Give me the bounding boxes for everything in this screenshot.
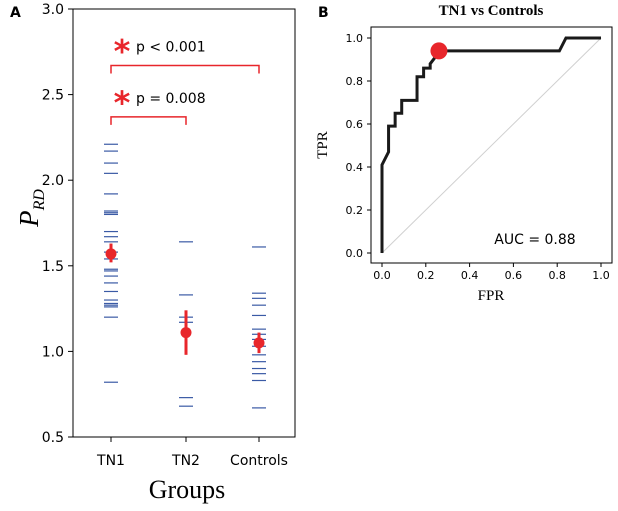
panel-a-significance-bracket xyxy=(110,64,260,74)
panel-a-mean-marker xyxy=(253,337,265,349)
panel-b-x-tick-label: 1.0 xyxy=(592,269,610,282)
panel-b-y-axis-label: TPR xyxy=(315,131,331,159)
panel-b-y-axis: 0.0 0.2 0.4 0.6 0.8 1.0 xyxy=(346,32,371,260)
panel-a-y-tick-label: 0.5 xyxy=(42,430,64,446)
panel-b-chance-line xyxy=(381,37,602,254)
panel-a-y-tick-label: 2.0 xyxy=(42,173,64,189)
panel-a-p-value: p < 0.001 xyxy=(136,39,206,55)
panel-b-optimal-point xyxy=(430,42,448,60)
panel-b-y-tick-label: 0.2 xyxy=(346,204,364,217)
panel-b-auc-text: AUC = 0.88 xyxy=(494,232,575,248)
panel-a-annotations: * p < 0.001 * p = 0.008 xyxy=(110,32,260,125)
panel-b: B TN1 vs Controls 0.0 0.2 0.4 0.6 0.8 1.0 0.0… xyxy=(315,3,613,304)
panel-a-mean-marker xyxy=(105,248,117,260)
panel-b-y-tick-label: 0.8 xyxy=(346,75,364,88)
panel-b-x-axis: 0.0 0.2 0.4 0.6 0.8 1.0 xyxy=(373,263,610,282)
panel-a-x-tick-label: Controls xyxy=(230,453,288,469)
panel-b-label: B xyxy=(318,5,329,21)
panel-b-y-tick-label: 0.4 xyxy=(346,161,364,174)
panel-a-y-tick-label: 1.0 xyxy=(42,344,64,360)
panel-a-y-tick-label: 1.5 xyxy=(42,259,64,275)
panel-a-p-value: p = 0.008 xyxy=(136,91,206,107)
panel-a-significance-star: * xyxy=(114,84,131,122)
panel-b-x-tick-label: 0.8 xyxy=(548,269,566,282)
panel-a-y-axis: 0.5 1.0 1.5 2.0 2.5 3.0 xyxy=(42,2,73,446)
panel-a-significance-star: * xyxy=(114,32,131,70)
panel-b-y-tick-label: 0.0 xyxy=(346,247,364,260)
panel-a-x-axis-label: Groups xyxy=(149,475,226,504)
panel-a-significance-bracket xyxy=(110,116,187,125)
panel-a-data-points xyxy=(104,143,266,409)
panel-a-means xyxy=(105,243,265,355)
panel-a-y-label-main: P xyxy=(14,210,44,228)
panel-a-x-axis: TN1 TN2 Controls xyxy=(96,437,288,469)
panel-a-y-tick-label: 2.5 xyxy=(42,88,64,104)
panel-a-x-tick-label: TN1 xyxy=(96,453,125,469)
panel-a-y-axis-label: PRD xyxy=(14,189,48,228)
panel-a-frame xyxy=(72,8,296,438)
panel-a-y-label-subscript: RD xyxy=(31,189,48,212)
panel-b-x-tick-label: 0.6 xyxy=(505,269,523,282)
panel-b-x-tick-label: 0.2 xyxy=(417,269,435,282)
panel-b-frame xyxy=(370,26,613,264)
panel-b-roc-curve xyxy=(380,36,601,253)
panel-a-label: A xyxy=(10,5,21,21)
panel-b-x-axis-label: FPR xyxy=(478,288,505,304)
panel-b-x-tick-label: 0.0 xyxy=(373,269,391,282)
panel-b-title: TN1 vs Controls xyxy=(439,3,544,19)
panel-b-y-tick-label: 0.6 xyxy=(346,118,364,131)
panel-b-x-tick-label: 0.4 xyxy=(461,269,479,282)
panel-a-y-tick-label: 3.0 xyxy=(42,2,64,18)
panel-b-y-tick-label: 1.0 xyxy=(346,32,364,45)
panel-a-mean-marker xyxy=(180,327,192,339)
panel-a-x-tick-label: TN2 xyxy=(171,453,200,469)
panel-a: A 0.51.01.52.02.53.0 TN1 TN2 Controls PRD … xyxy=(10,2,296,504)
